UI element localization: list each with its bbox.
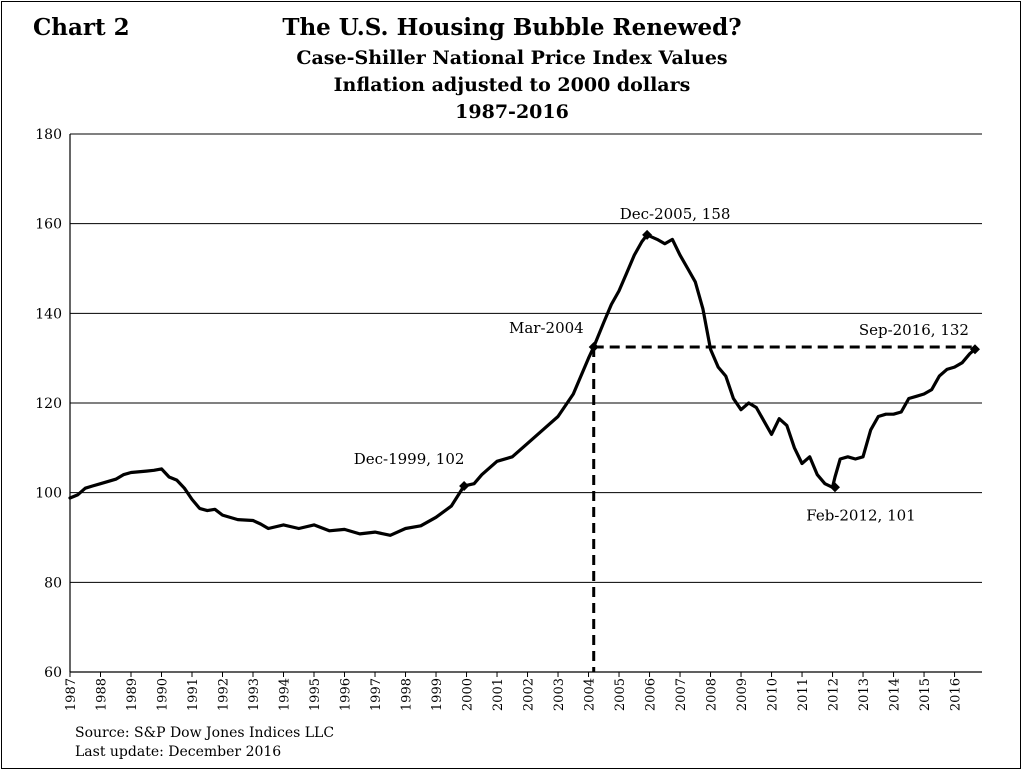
annotation-label: Dec-1999, 102 [354, 450, 465, 468]
annotation-label: Sep-2016, 132 [859, 321, 969, 339]
annotation-marker [642, 229, 653, 240]
x-tick-label: 1998 [400, 678, 415, 711]
x-tick-label: 1999 [430, 678, 445, 711]
chart-label: Chart 2 [33, 14, 130, 41]
source-note: Source: S&P Dow Jones Indices LLC [75, 725, 335, 741]
annotation-marker [829, 482, 840, 493]
y-tick-label: 60 [44, 665, 62, 681]
x-tick-label: 1988 [95, 678, 110, 711]
x-tick-label: 1997 [369, 678, 384, 711]
x-tick-label: 1995 [308, 678, 323, 711]
x-tick-label: 2001 [491, 678, 506, 711]
x-tick-label: 2015 [918, 678, 933, 711]
x-tick-label: 2014 [888, 678, 903, 711]
x-tick-label: 2011 [796, 678, 811, 711]
x-tick-label: 1991 [186, 678, 201, 711]
chart-title: The U.S. Housing Bubble Renewed? [282, 14, 742, 41]
chart-subtitle-2: Inflation adjusted to 2000 dollars [333, 74, 691, 96]
x-tick-label: 2013 [857, 678, 872, 711]
x-tick-label: 1990 [156, 678, 171, 711]
y-tick-label: 160 [35, 217, 62, 233]
x-tick-label: 1987 [64, 678, 79, 711]
x-tick-label: 2008 [705, 678, 720, 711]
x-tick-label: 2004 [583, 678, 598, 711]
x-tick-label: 1996 [339, 678, 354, 711]
annotation-marker [459, 480, 470, 491]
annotation-marker [588, 341, 599, 352]
x-tick-label: 2003 [552, 678, 567, 711]
series-line [68, 233, 977, 537]
y-tick-label: 180 [35, 127, 62, 143]
x-tick-label: 1989 [125, 678, 140, 711]
y-tick-label: 80 [44, 575, 62, 591]
x-tick-label: 2012 [827, 678, 842, 711]
x-tick-label: 2006 [644, 678, 659, 711]
x-tick-label: 2009 [735, 678, 750, 711]
annotation-label: Feb-2012, 101 [806, 506, 915, 524]
annotation-label: Mar-2004 [509, 319, 584, 337]
annotation-label: Dec-2005, 158 [620, 205, 731, 223]
x-tick-label: 2005 [613, 678, 628, 711]
y-tick-label: 120 [35, 396, 62, 412]
x-tick-label: 2007 [674, 678, 689, 711]
y-tick-label: 100 [35, 486, 62, 502]
x-tick-label: 2002 [522, 678, 537, 711]
x-tick-label: 2010 [766, 678, 781, 711]
x-tick-label: 1994 [278, 678, 293, 711]
x-tick-label: 2000 [461, 678, 476, 711]
chart-subtitle-3: 1987-2016 [455, 101, 569, 123]
x-tick-label: 1992 [217, 678, 232, 711]
update-note: Last update: December 2016 [75, 744, 282, 760]
annotation-marker [969, 344, 980, 355]
x-tick-label: 2016 [949, 678, 964, 711]
x-tick-label: 1993 [247, 678, 262, 711]
chart-subtitle-1: Case-Shiller National Price Index Values [296, 47, 728, 69]
y-tick-label: 140 [35, 306, 62, 322]
